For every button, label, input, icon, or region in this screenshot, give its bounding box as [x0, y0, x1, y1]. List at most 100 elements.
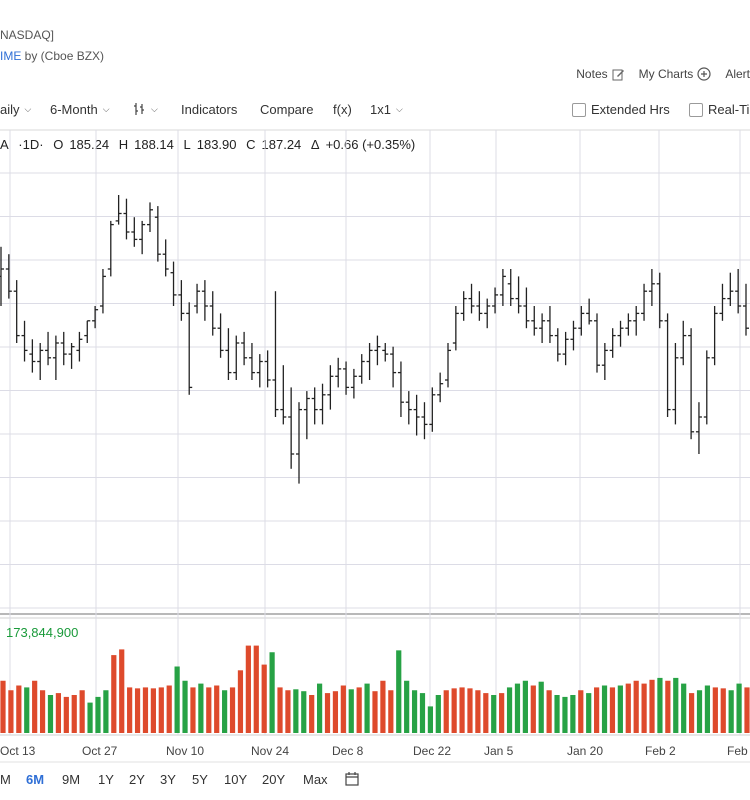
volume-bar — [570, 695, 576, 733]
extended-hours-toggle[interactable]: Extended Hrs — [572, 102, 670, 117]
volume-bar — [562, 696, 568, 733]
volume-bar — [0, 680, 6, 733]
volume-bar — [119, 649, 125, 733]
chevron-down-icon: ⌵ — [24, 104, 32, 114]
x-tick-label: Oct 27 — [82, 744, 118, 758]
volume-bar — [451, 688, 457, 733]
volume-bar — [63, 696, 69, 733]
volume-bar — [293, 689, 299, 733]
layout-select[interactable]: 1x1 ⌵ — [370, 102, 403, 117]
volume-bar — [641, 683, 647, 733]
close-label: C — [246, 137, 256, 152]
volume-bar — [688, 693, 695, 733]
volume-bar — [24, 687, 30, 733]
low-value: 183.90 — [196, 137, 237, 152]
volume-bar — [214, 685, 220, 733]
range-button-1y[interactable]: 1Y — [98, 772, 114, 787]
range-button-6m[interactable]: 6M — [26, 772, 45, 787]
range-button-m[interactable]: M — [0, 772, 11, 787]
indicators-button[interactable]: Indicators — [181, 102, 238, 117]
volume-bar — [657, 677, 663, 733]
volume-bar — [530, 685, 536, 733]
x-tick-label: Oct 13 — [0, 744, 36, 758]
volume-bar — [253, 645, 259, 733]
edit-icon — [612, 69, 624, 80]
ohlc-readout: A ·1D· O 185.24 H 188.14 L 183.90 C 187.24 Δ… — [0, 137, 421, 152]
x-tick-label: Jan 5 — [484, 744, 514, 758]
range-button-20y[interactable]: 20Y — [262, 772, 286, 787]
range-button-max[interactable]: Max — [303, 772, 328, 787]
checkbox[interactable] — [572, 102, 586, 117]
real-time-toggle[interactable]: Real-Ti — [689, 102, 749, 117]
notes-link[interactable]: Notes — [576, 67, 624, 81]
volume-bar — [127, 687, 133, 733]
volume-bar — [665, 680, 671, 733]
alerts-link[interactable]: Alert — [725, 67, 750, 81]
range-button-5y[interactable]: 5Y — [192, 772, 208, 787]
candlestick-icon — [134, 103, 144, 115]
volume-bar — [728, 690, 734, 733]
x-tick-label: Jan 20 — [567, 744, 604, 758]
volume-bar — [95, 696, 101, 733]
compare-button[interactable]: Compare — [260, 102, 314, 117]
volume-bar — [174, 666, 180, 733]
interval-select[interactable]: aily ⌵ — [0, 102, 31, 117]
volume-bar — [364, 683, 370, 733]
open-value: 185.24 — [69, 137, 110, 152]
change-value: +0.66 (+0.35%) — [325, 137, 416, 152]
calendar-icon[interactable] — [345, 771, 359, 789]
volume-bar — [467, 688, 473, 733]
range-button-10y[interactable]: 10Y — [224, 772, 248, 787]
volume-bar — [514, 683, 521, 733]
period-select[interactable]: 6-Month ⌵ — [50, 102, 110, 117]
volume-bar — [704, 685, 711, 733]
volume-bar — [158, 687, 164, 733]
range-button-2y[interactable]: 2Y — [129, 772, 145, 787]
exchange-label: NASDAQ] — [0, 28, 55, 42]
x-tick-label: Nov 24 — [251, 744, 290, 758]
volume-bar — [522, 680, 528, 733]
volume-bar — [388, 690, 394, 733]
volume-bar — [396, 650, 402, 733]
x-tick-label: Nov 10 — [166, 744, 205, 758]
volume-bar — [309, 695, 315, 733]
data-source-label: IME by (Cboe BZX) — [0, 49, 104, 63]
volume-bar — [71, 695, 77, 733]
interval-indicator: ·1D· — [18, 137, 44, 152]
volume-bar — [578, 690, 584, 733]
chevron-down-icon: ⌵ — [395, 104, 403, 114]
volume-bar — [546, 690, 552, 733]
volume-bar — [79, 690, 85, 733]
volume-bar — [404, 680, 410, 733]
volume-bar — [39, 690, 46, 733]
volume-bar — [459, 687, 465, 733]
chart-type-select[interactable]: ⌵ — [132, 102, 158, 116]
volume-bar — [47, 695, 54, 733]
volume-bar — [348, 689, 354, 733]
volume-bar — [111, 655, 117, 733]
my-charts-link[interactable]: My Charts — [639, 67, 712, 81]
volume-bar — [696, 690, 703, 733]
checkbox[interactable] — [689, 102, 703, 117]
volume-bar — [435, 695, 441, 733]
close-value: 187.24 — [261, 137, 302, 152]
top-links: Notes My Charts Alert — [576, 67, 750, 81]
volume-bar — [166, 685, 172, 733]
volume-bar — [222, 690, 228, 733]
x-tick-label: Feb 2 — [645, 744, 676, 758]
range-button-9m[interactable]: 9M — [62, 772, 81, 787]
volume-bar — [427, 706, 434, 733]
period-label: 6-Month — [50, 102, 98, 117]
volume-bar — [142, 687, 149, 733]
open-label: O — [53, 137, 64, 152]
x-tick-label: Feb — [727, 744, 748, 758]
volume-bar — [617, 685, 623, 733]
volume-bar — [649, 679, 655, 733]
function-button[interactable]: f(x) — [333, 102, 352, 117]
range-button-3y[interactable]: 3Y — [160, 772, 176, 787]
volume-bar — [712, 687, 718, 733]
volume-bar — [150, 688, 156, 733]
volume-bar — [285, 690, 291, 733]
extended-hours-label: Extended Hrs — [591, 102, 670, 117]
